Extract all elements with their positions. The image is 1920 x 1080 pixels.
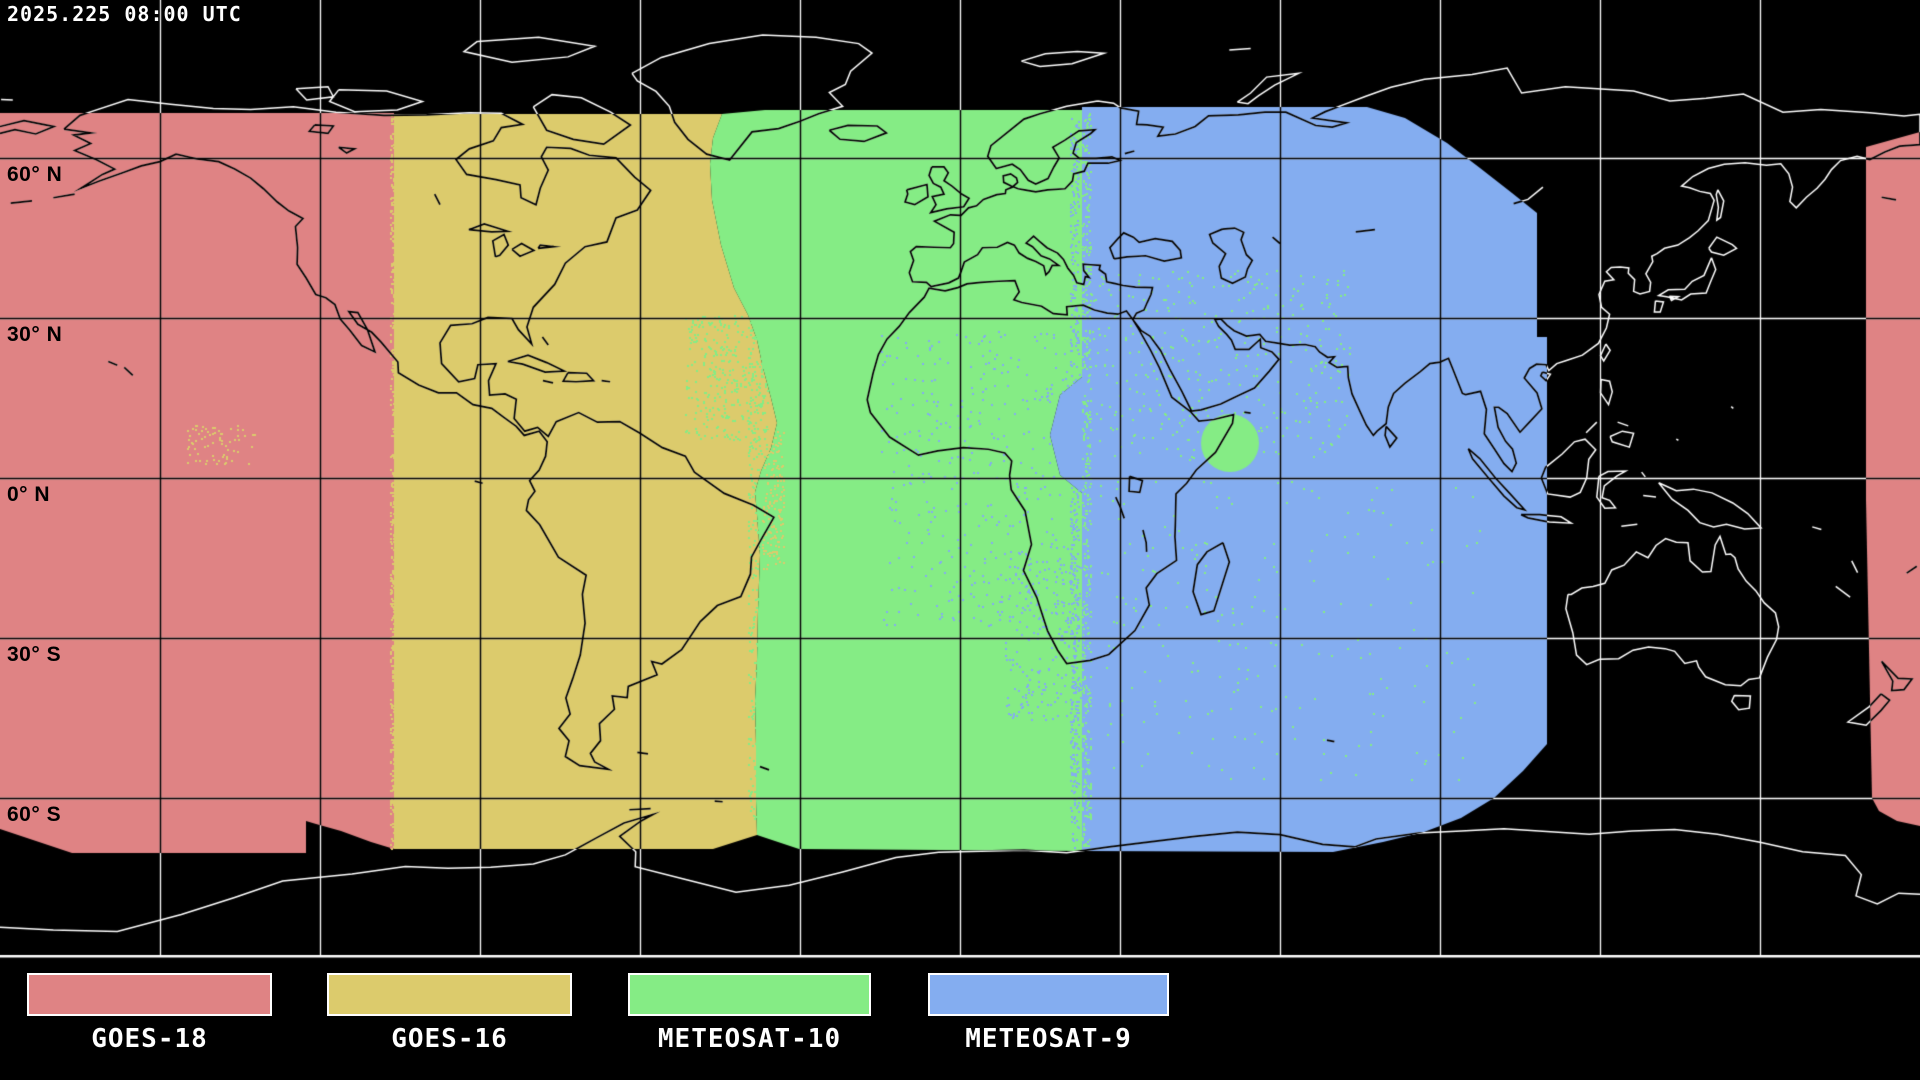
timestamp-label: 2025.225 08:00 UTC: [7, 2, 242, 26]
legend-label-goes-16: GOES-16: [391, 1024, 508, 1054]
legend-label-meteosat-9: METEOSAT-9: [965, 1024, 1132, 1054]
latitude-label: 60° S: [7, 803, 62, 826]
latitude-label: 30° S: [7, 643, 62, 666]
legend-swatch-goes-16: [327, 973, 572, 1016]
legend-label-meteosat-10: METEOSAT-10: [657, 1024, 842, 1054]
latitude-label: 0° N: [7, 483, 51, 506]
legend-swatch-goes-18: [27, 973, 272, 1016]
legend-swatch-meteosat-9: [928, 973, 1169, 1016]
legend-swatch-meteosat-10: [628, 973, 871, 1016]
legend-label-goes-18: GOES-18: [91, 1024, 208, 1054]
latitude-label: 30° N: [7, 323, 63, 346]
latitude-label: 60° N: [7, 163, 63, 186]
